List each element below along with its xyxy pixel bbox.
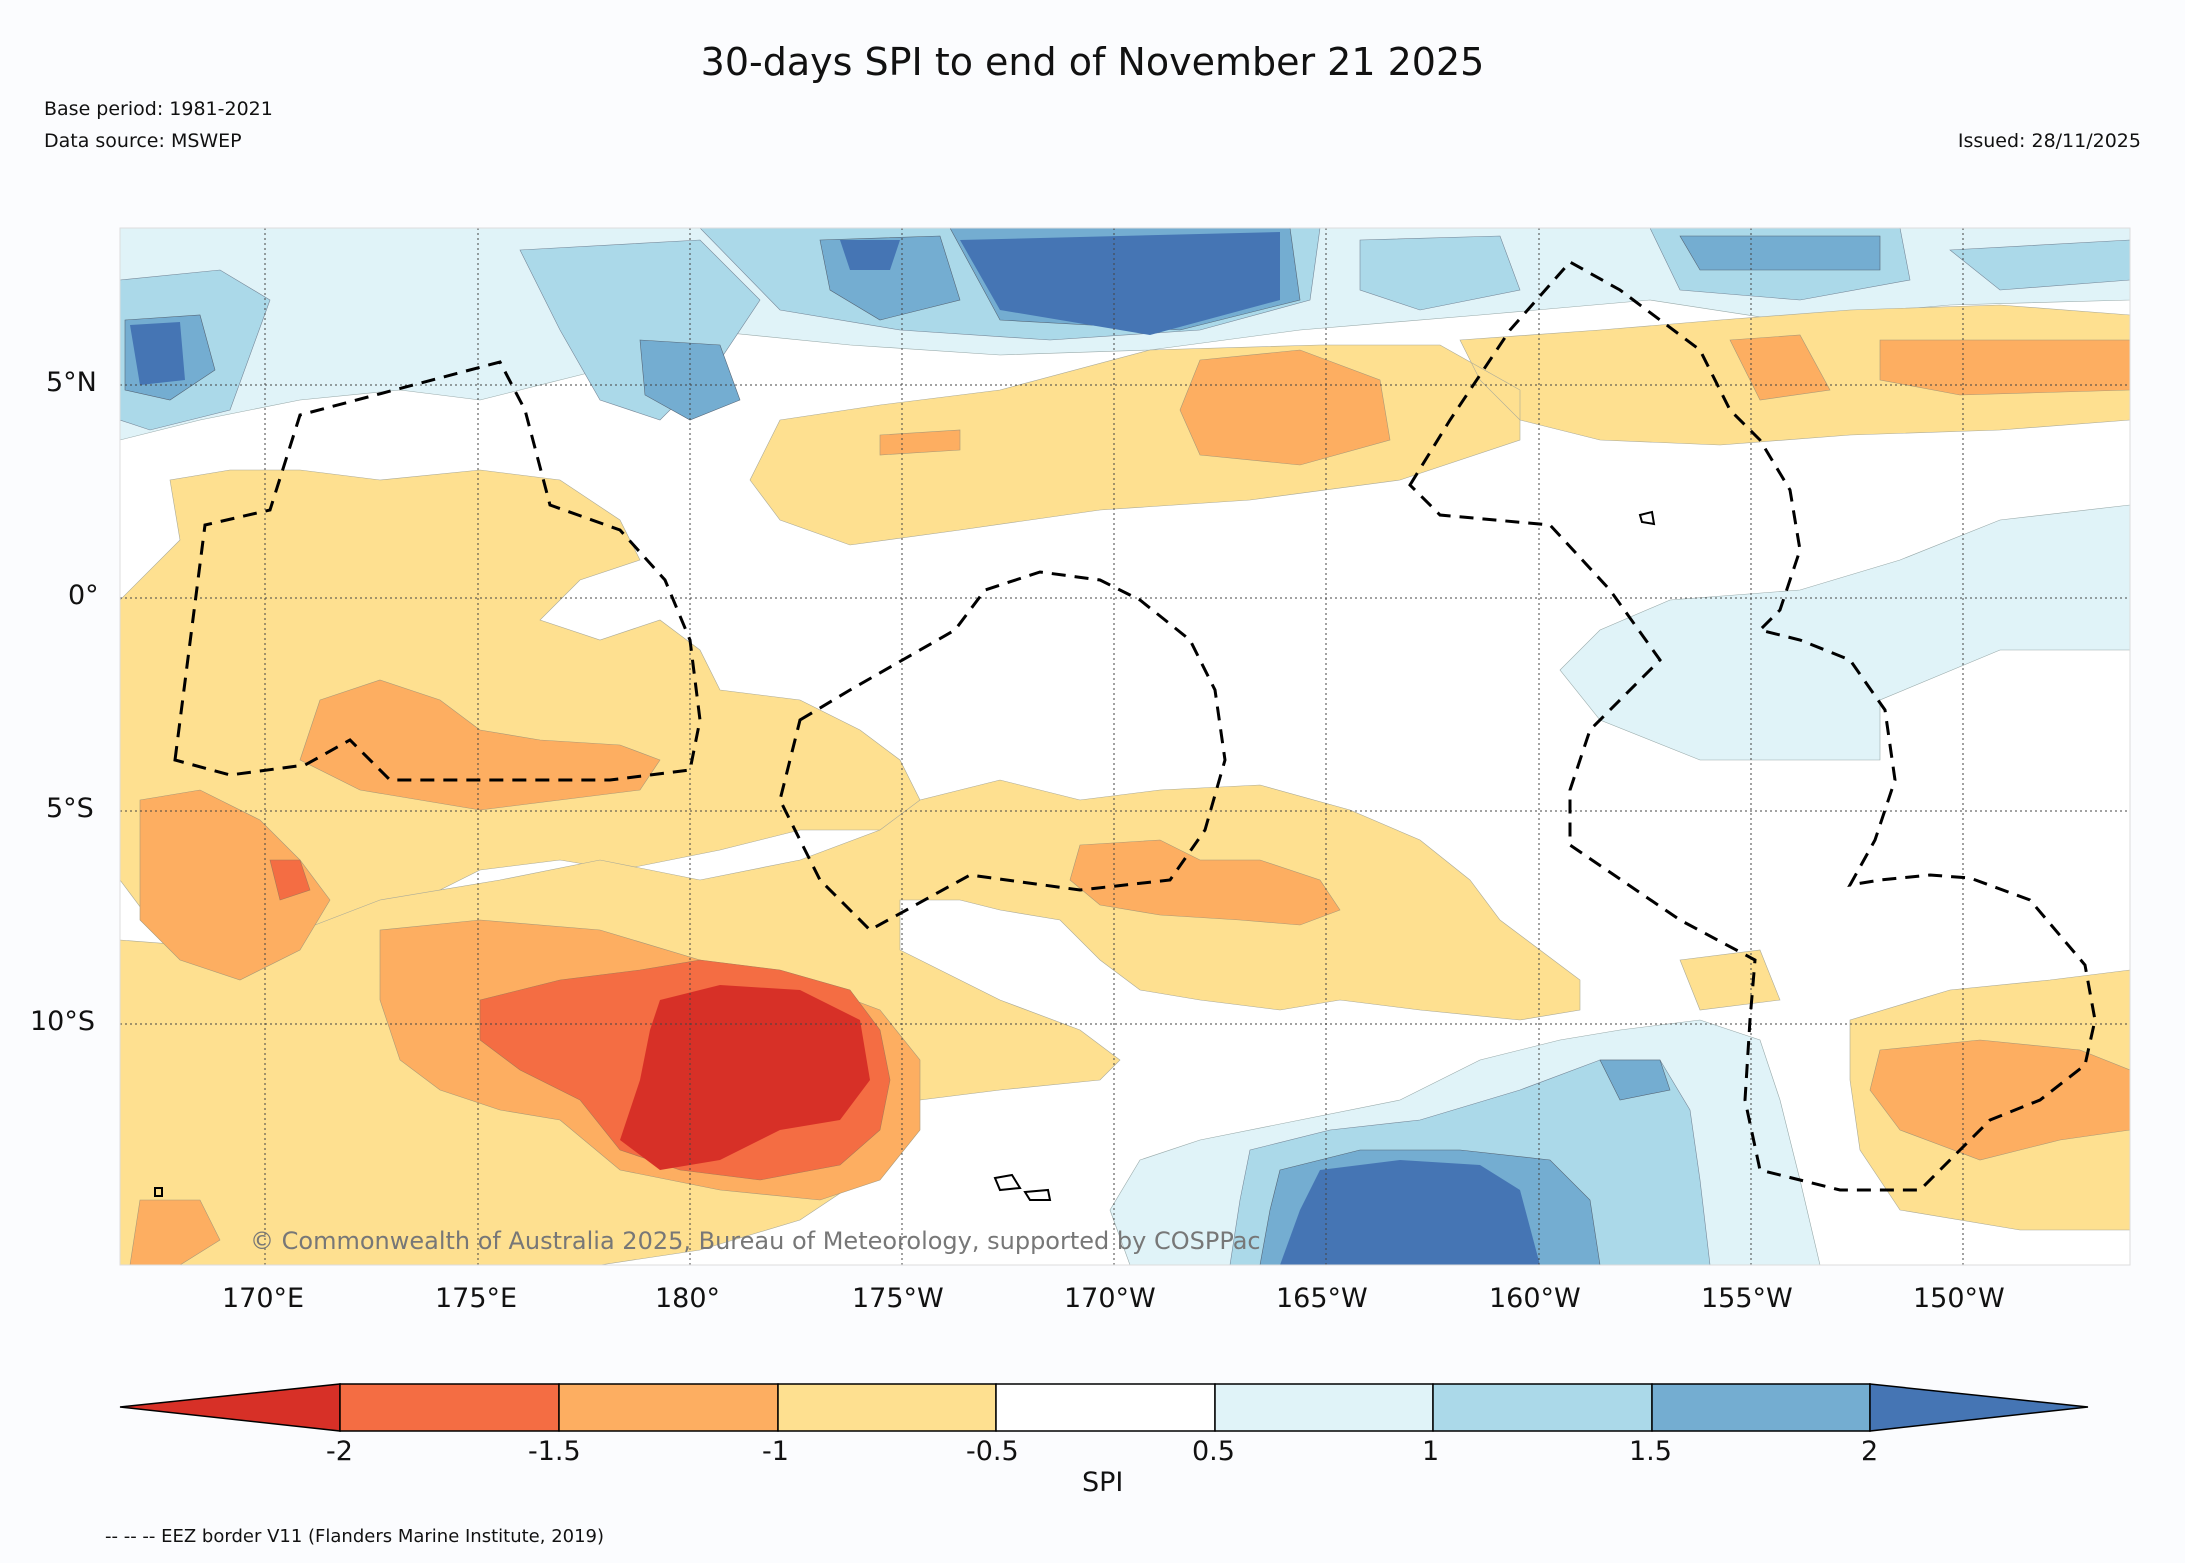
lat-label: 5°S [46, 793, 94, 824]
colorbar-tick: -1 [762, 1436, 789, 1467]
map-gridlines [120, 228, 2130, 1265]
spi-region-wet-south-d [1280, 1160, 1540, 1265]
colorbar-bin-5 [1214, 1383, 1434, 1432]
islands [154, 510, 1656, 1201]
colorbar-bin-7 [1651, 1383, 1871, 1432]
lon-label: 165°W [1276, 1283, 1368, 1314]
colorbar-bin-6 [1432, 1383, 1653, 1432]
colorbar-tick: -1.5 [528, 1436, 581, 1467]
lat-label: 5°N [46, 367, 97, 398]
colorbar-label: SPI [1082, 1467, 1124, 1498]
colorbar-extend-low [119, 1383, 341, 1432]
lon-label: 180° [655, 1283, 721, 1314]
colorbar-tick: 1 [1422, 1436, 1440, 1467]
spi-region-dry-darkred [620, 985, 870, 1170]
map-frame [119, 227, 2131, 1266]
lon-label: 155°W [1701, 1283, 1793, 1314]
colorbar-tick: 0.5 [1192, 1436, 1235, 1467]
base-period: Base period: 1981-2021 [44, 98, 273, 120]
colorbar-bin-3 [777, 1383, 997, 1432]
lon-label: 175°W [852, 1283, 944, 1314]
lon-label: 160°W [1489, 1283, 1581, 1314]
copyright-notice: © Commonwealth of Australia 2025, Bureau… [250, 1227, 1261, 1255]
colorbar-tick: 1.5 [1629, 1436, 1672, 1467]
issued-date: Issued: 28/11/2025 [1957, 130, 2141, 152]
lon-label: 150°W [1913, 1283, 2005, 1314]
colorbar-tick: 2 [1861, 1436, 1879, 1467]
colorbar-bin-1 [339, 1383, 560, 1432]
lon-label: 175°E [435, 1283, 518, 1314]
lat-label: 0° [68, 580, 99, 611]
spi-region-dry-north-orange [879, 334, 2130, 466]
lon-label: 170°E [222, 1283, 305, 1314]
eez-footnote: -- -- -- EEZ border V11 (Flanders Marine… [105, 1526, 605, 1547]
colorbar-tick: -0.5 [966, 1436, 1019, 1467]
lon-label: 170°W [1064, 1283, 1156, 1314]
lat-label: 10°S [30, 1006, 95, 1037]
colorbar-tick: -2 [326, 1436, 353, 1467]
spi-region-wet-north-d [130, 232, 1280, 385]
map-title: 30-days SPI to end of November 21 2025 [700, 40, 1485, 84]
spi-fields [120, 228, 2130, 1265]
spi-region-wet-east [1559, 504, 2130, 761]
colorbar-bin-2 [558, 1383, 779, 1432]
spi-region-dry-orange-central [1069, 839, 2130, 1161]
data-source: Data source: MSWEP [44, 130, 242, 152]
colorbar-extend-high [1869, 1383, 2089, 1432]
colorbar-bin-4 [995, 1383, 1216, 1432]
colorbar [119, 1383, 2089, 1432]
eez-borders [173, 260, 2097, 1192]
